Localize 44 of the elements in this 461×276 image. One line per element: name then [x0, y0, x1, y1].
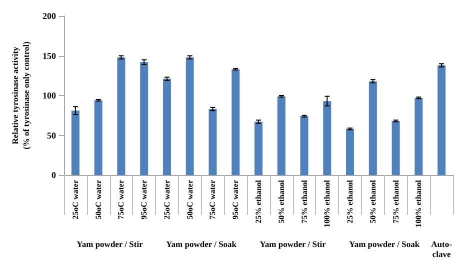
text: Yam powder / Soak: [349, 239, 420, 249]
bar: [162, 78, 171, 175]
x-tick-label: 50% ethanol: [276, 179, 286, 224]
x-tick-label: 95oC water: [231, 180, 240, 220]
bar: [140, 62, 148, 175]
x-tick-label: 25oC water: [70, 180, 80, 220]
y-tick-label: 50: [47, 130, 56, 140]
text: Yam powder / Soak: [166, 239, 237, 249]
y-tick-label: 150: [42, 50, 56, 61]
x-tick-label: 75% ethanol: [391, 179, 400, 224]
x-tick-label: 75% ethanol: [300, 179, 309, 224]
bar: [208, 109, 217, 175]
bar: [277, 96, 286, 175]
bar: [414, 98, 423, 175]
x-tick-label: 50oC water: [94, 180, 103, 220]
y-tick-label: 0: [52, 170, 56, 180]
text: Yam powder / Stir: [260, 239, 326, 249]
bar: [254, 122, 262, 175]
x-tick-label: 95oC water: [140, 180, 149, 220]
x-tick-label: 25% ethanol: [346, 179, 355, 224]
bar: [117, 57, 126, 175]
bar: [186, 57, 194, 175]
x-tick-label: 100% ethanol: [322, 179, 332, 228]
text: Auto-clave: [431, 239, 452, 259]
bar: [438, 65, 446, 175]
bar: [392, 120, 400, 175]
bar: [300, 116, 308, 175]
x-tick-label: 50% ethanol: [368, 179, 378, 224]
x-tick-label: 75oC water: [208, 180, 218, 220]
text: Yam powder / Stir: [76, 239, 144, 249]
y-axis-title: Relative tyrosinase activity (% of tyrosinase only control): [10, 41, 32, 150]
y-tick-label: 200: [42, 11, 56, 21]
bar: [232, 69, 240, 175]
bar: [323, 101, 332, 175]
x-tick-label: 75oC water: [116, 180, 126, 220]
bar: [94, 100, 102, 175]
x-tick-label: 50oC water: [185, 180, 194, 220]
y-tick-label: 100: [42, 90, 56, 100]
bar: [71, 110, 80, 175]
x-tick-label: 100% ethanol: [414, 179, 424, 228]
bar: [368, 81, 377, 175]
x-tick-label: 25oC water: [162, 180, 172, 220]
bar: [346, 128, 354, 175]
x-tick-label: 25% ethanol: [254, 179, 263, 224]
